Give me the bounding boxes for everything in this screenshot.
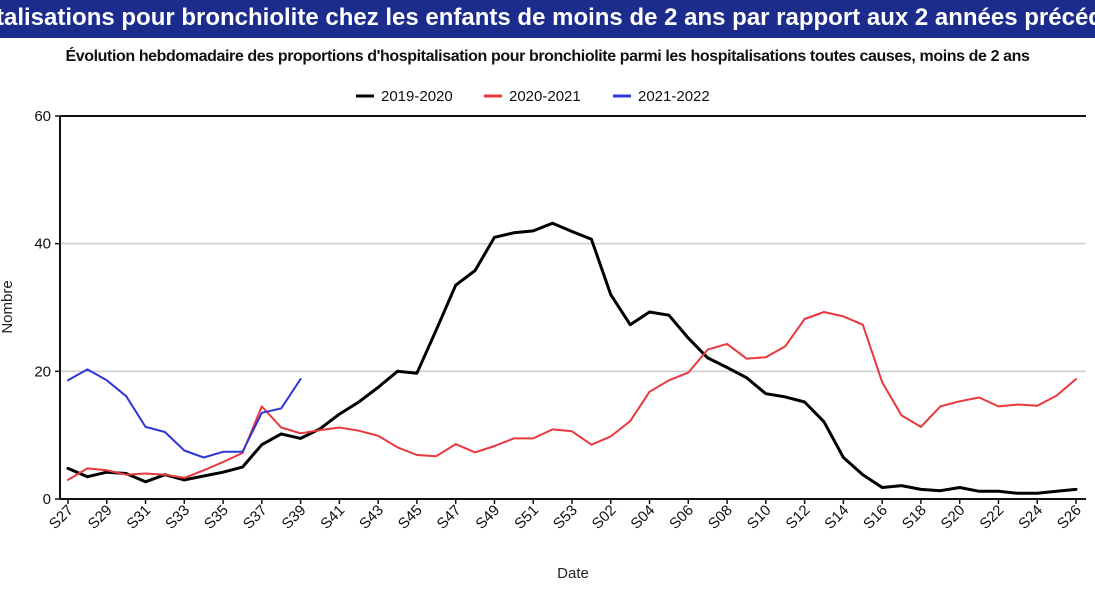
series-line-2019-2020 [66, 221, 1078, 495]
x-tick-labels: S27 S29 S31 S33 S35 S37 S39 S41 S43 S45 S47 S49 S51 S… [46, 502, 1085, 533]
series-line-2020-2021 [67, 311, 1077, 481]
x-tick-label: S06 [666, 502, 697, 533]
x-tick-label: S18 [899, 502, 930, 533]
x-tick-label: S33 [162, 502, 193, 533]
series-line-2021-2022 [67, 368, 302, 459]
x-tick-label: S16 [860, 502, 891, 533]
chart-title: Évolution hebdomadaire des proportions d… [65, 48, 1030, 65]
axes [55, 115, 1086, 504]
x-tick-label: S53 [550, 502, 581, 533]
x-tick-label: S51 [511, 502, 542, 533]
x-tick-label: S12 [783, 502, 814, 533]
x-tick-label: S02 [589, 502, 620, 533]
y-axis-title: Nombre [0, 280, 16, 333]
legend: 2019-2020 2020-2021 2021-2022 [356, 88, 710, 105]
y-tick-label: 20 [34, 363, 51, 380]
x-tick-label: S43 [356, 502, 387, 533]
x-tick-label: S24 [1015, 502, 1046, 533]
x-tick-label: S37 [240, 502, 271, 533]
x-tick-label: S31 [123, 502, 154, 533]
x-tick-label: S29 [85, 502, 116, 533]
banner-text: talisations pour bronchiolite chez les e… [0, 4, 1095, 31]
x-tick-label: S41 [317, 502, 348, 533]
banner: talisations pour bronchiolite chez les e… [0, 0, 1095, 38]
y-tick-label: 60 [34, 108, 51, 125]
x-tick-label: S22 [976, 502, 1007, 533]
x-tick-label: S39 [279, 502, 310, 533]
x-tick-label: S45 [395, 502, 426, 533]
grid-lines [60, 115, 1086, 373]
y-tick-label: 40 [34, 236, 51, 253]
legend-label: 2021-2022 [638, 88, 710, 105]
x-tick-label: S04 [627, 502, 658, 533]
x-axis-title: Date [557, 565, 589, 582]
y-tick-label: 0 [43, 491, 51, 508]
legend-label: 2020-2021 [509, 88, 581, 105]
x-tick-label: S20 [938, 502, 969, 533]
x-tick-label: S49 [472, 502, 503, 533]
y-tick-labels: 0 20 40 60 [34, 108, 51, 508]
series-lines [66, 221, 1078, 495]
x-tick-label: S10 [744, 502, 775, 533]
legend-label: 2019-2020 [381, 88, 453, 105]
x-tick-label: S35 [201, 502, 232, 533]
x-tick-label: S26 [1054, 502, 1085, 533]
x-tick-label: S14 [821, 502, 852, 533]
x-tick-label: S08 [705, 502, 736, 533]
x-tick-label: S47 [434, 502, 465, 533]
